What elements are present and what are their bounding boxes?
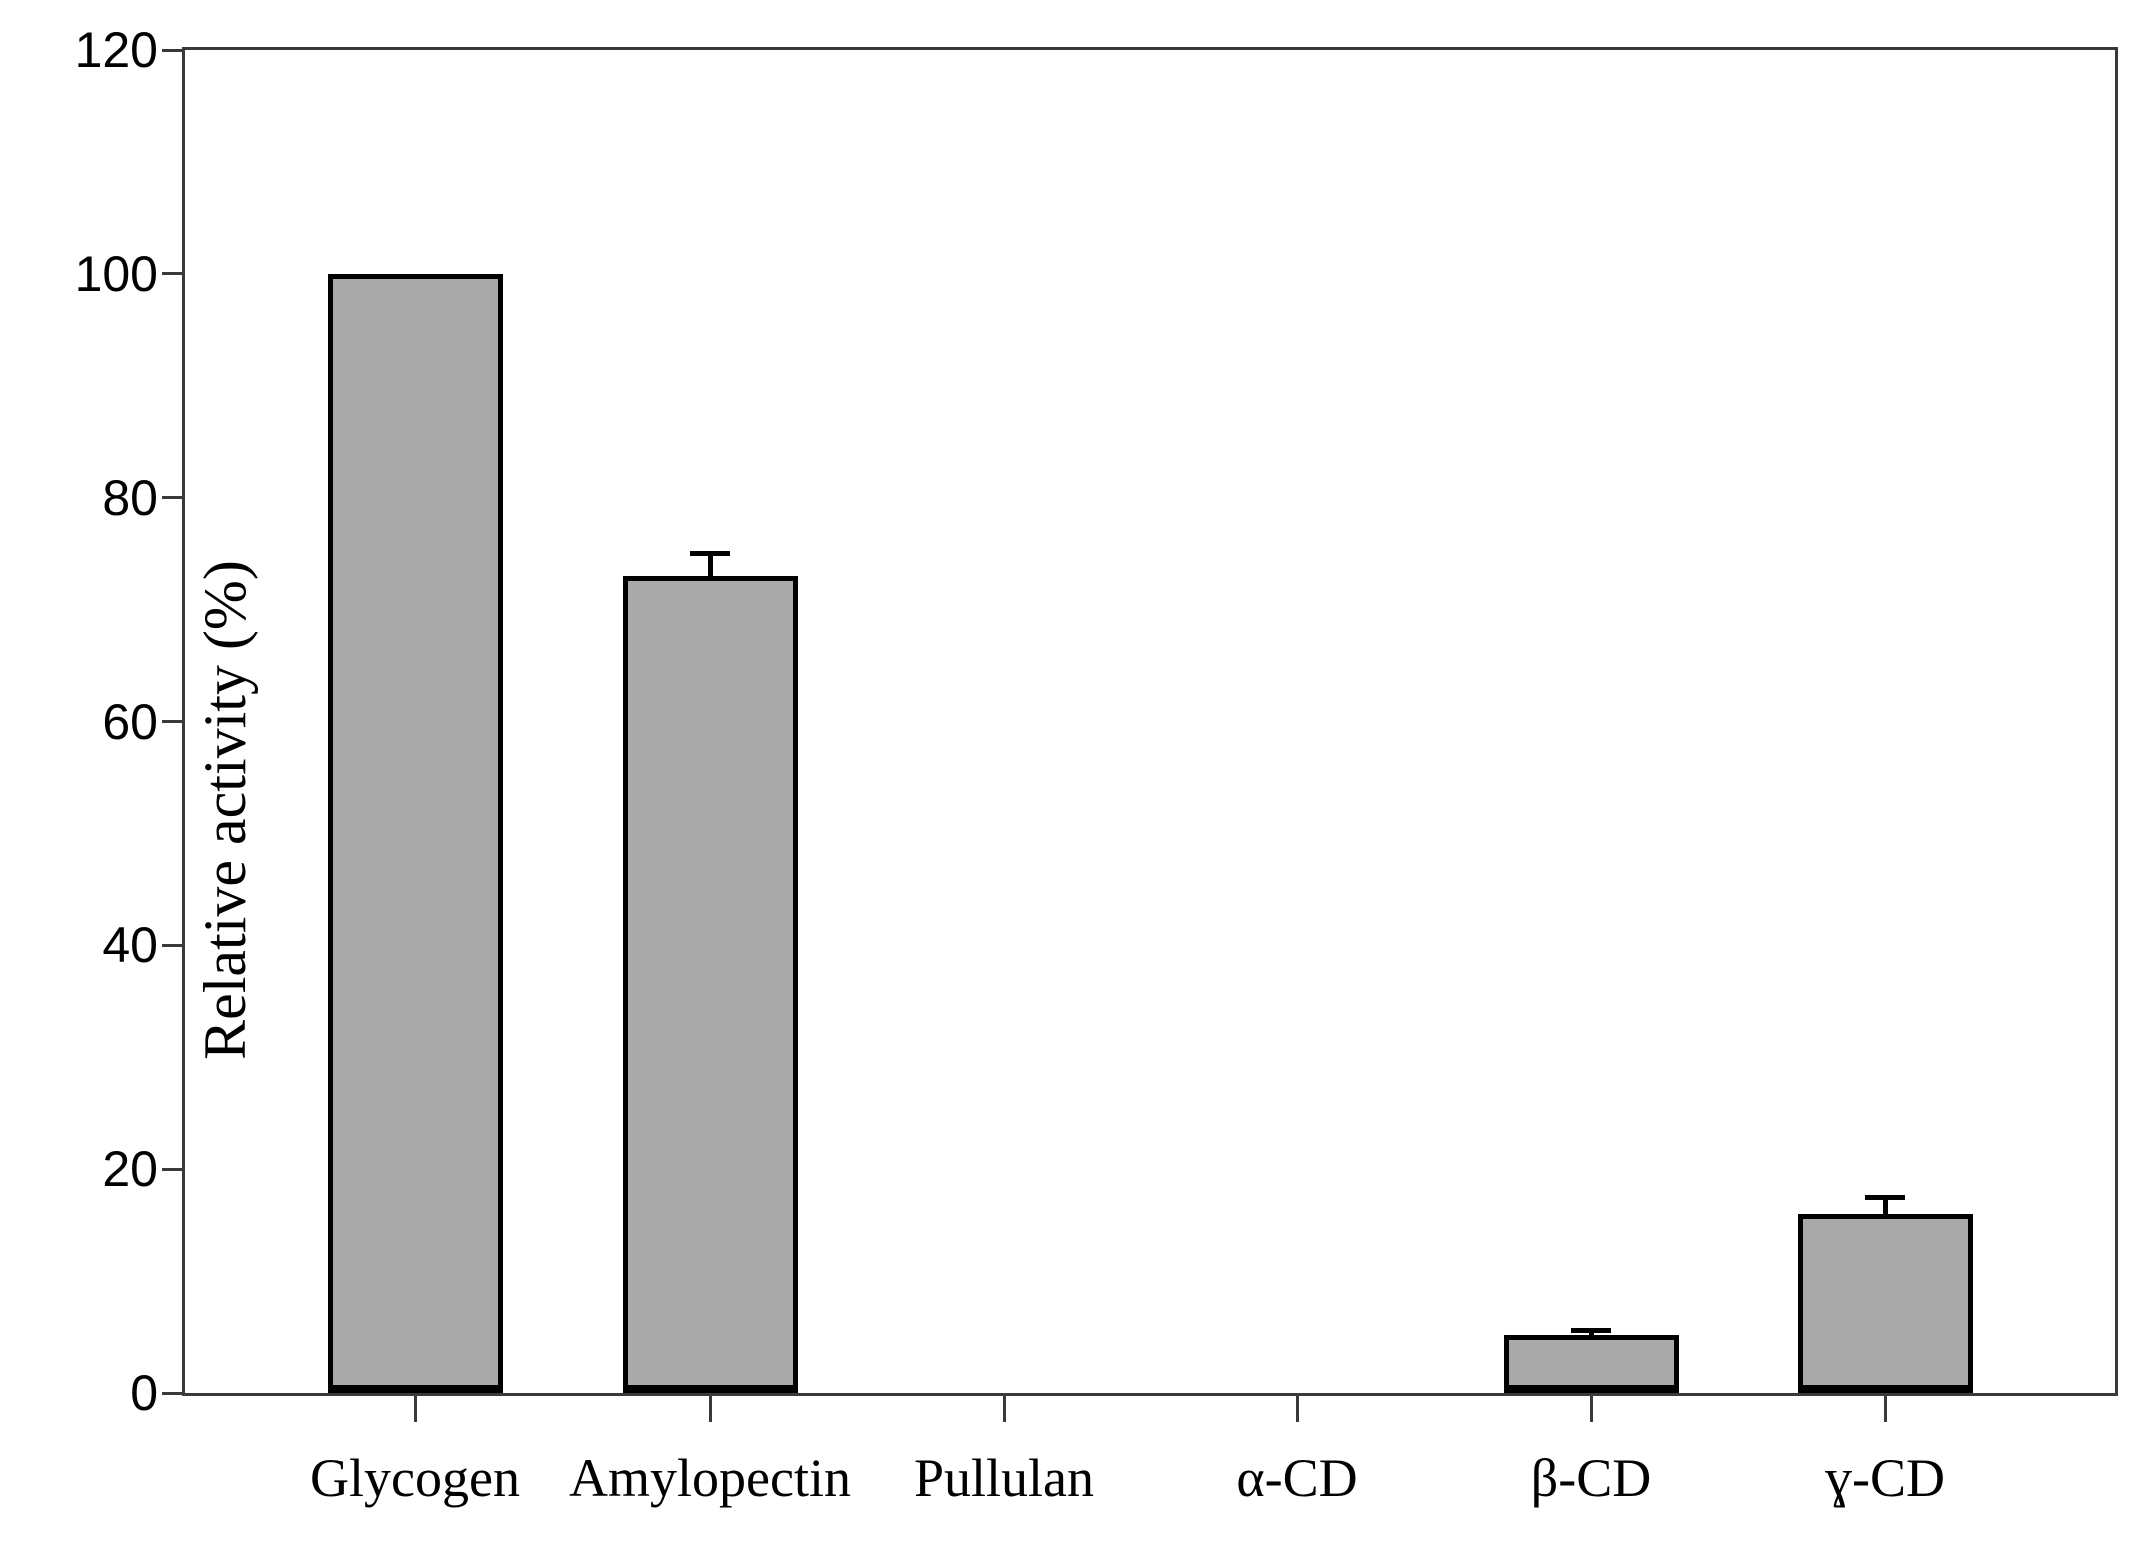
y-axis-tick <box>162 720 182 723</box>
y-tick-label: 100 <box>74 245 158 302</box>
x-category-label-amylopectin: Amylopectin <box>569 1448 851 1508</box>
y-tick-label: 0 <box>130 1365 158 1421</box>
x-category-label-cd: ɣ-CD <box>1825 1448 1945 1508</box>
x-axis-tick-glycogen <box>413 1396 417 1422</box>
bar-amylopectin <box>622 576 798 1393</box>
error-bar-cap-cd <box>1865 1194 1905 1200</box>
bar-cd <box>1797 1214 1973 1393</box>
error-bar-line-cd <box>1588 1332 1594 1337</box>
x-axis-tick-cd <box>1295 1396 1299 1422</box>
y-axis-title: Relative activity (%) <box>192 560 258 1060</box>
error-bar-cap-cd <box>1571 1328 1611 1334</box>
y-tick-label: 20 <box>102 1141 158 1198</box>
x-category-label-cd: β-CD <box>1530 1448 1652 1508</box>
y-axis-tick <box>162 272 182 276</box>
error-bar-line-cd <box>1882 1198 1888 1216</box>
error-bar-line-amylopectin <box>707 555 713 578</box>
x-category-label-pullulan: Pullulan <box>913 1448 1094 1508</box>
x-category-label-glycogen: Glycogen <box>310 1448 520 1508</box>
y-axis-tick <box>162 48 182 52</box>
bar-cd <box>1503 1335 1679 1393</box>
error-bar-cap-amylopectin <box>690 551 730 557</box>
x-axis-tick-cd <box>1883 1396 1887 1422</box>
y-axis-tick <box>162 496 182 500</box>
plot-area: Relative activity (%) 0 20 40 60 80 100 120 Gly… <box>75 25 2118 1508</box>
y-tick-label: 80 <box>102 469 158 526</box>
x-category-label-cd: α-CD <box>1236 1448 1358 1508</box>
y-axis-tick <box>162 1391 182 1395</box>
y-tick-label: 120 <box>74 22 158 78</box>
x-axis-tick-cd <box>1589 1396 1593 1422</box>
x-axis-tick-pullulan <box>1002 1396 1006 1422</box>
y-axis-tick <box>162 1167 182 1171</box>
y-tick-label: 60 <box>102 693 158 750</box>
x-axis-tick-amylopectin <box>708 1396 712 1422</box>
bar-glycogen <box>327 274 503 1393</box>
y-tick-label: 40 <box>102 917 158 974</box>
y-axis-tick <box>162 943 182 947</box>
